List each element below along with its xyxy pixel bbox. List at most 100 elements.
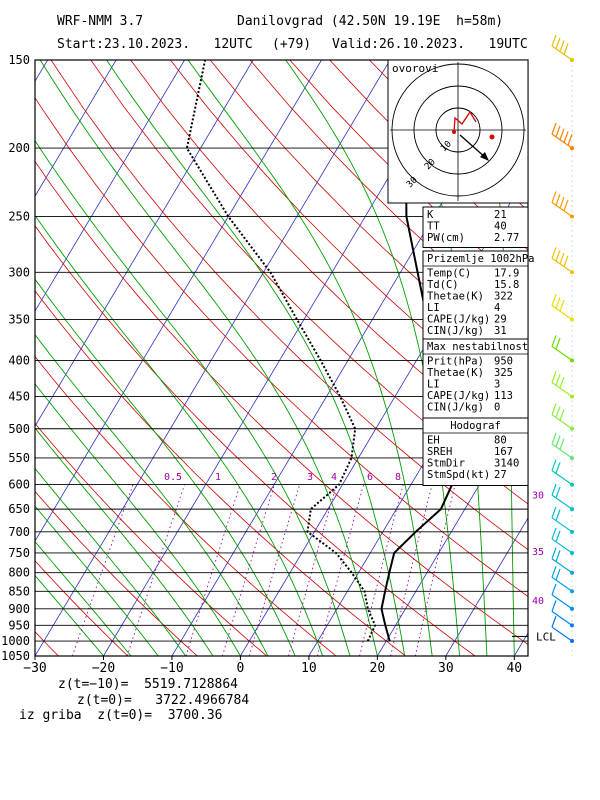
pressure-tick-label: 800 xyxy=(8,566,30,580)
wind-barb-feather xyxy=(551,615,557,628)
surface-panel-key: Td(C) xyxy=(427,279,459,291)
moist-adiabat-line xyxy=(35,278,296,656)
wind-barb-staff xyxy=(551,517,573,533)
wind-barb-feather xyxy=(551,191,557,203)
surface-panel-value: 322 xyxy=(494,291,513,303)
mixing-ratio-line xyxy=(414,484,456,656)
wind-barb-feather xyxy=(551,483,557,496)
start-time: Start:23.10.2023. 12UTC xyxy=(57,37,253,52)
dry-adiabat-line xyxy=(130,60,528,460)
wind-barb-feather xyxy=(551,247,557,259)
wind-barb-staff xyxy=(551,558,573,574)
temperature-tick-label: 0 xyxy=(237,661,245,676)
hodograph-trace xyxy=(453,110,477,133)
hodograph-start-dot xyxy=(452,130,456,134)
isotherm-line xyxy=(445,517,528,656)
lcl-label: LCL xyxy=(536,630,556,643)
wind-barb-staff xyxy=(551,305,573,321)
max-unstable-panel-key: CAPE(J/kg) xyxy=(427,390,490,402)
footer-z-zero: z(t=0)= 3722.4966784 xyxy=(77,693,250,708)
wind-barb-feather xyxy=(551,432,557,445)
mixing-ratio-label: 0.5 xyxy=(164,472,182,483)
wind-speed-label: 30 xyxy=(532,491,544,502)
wind-barb-feather xyxy=(555,486,561,499)
temperature-tick-label: 10 xyxy=(301,661,317,676)
wind-barb-feather xyxy=(567,134,573,146)
footer-z-minus10: z(t=−10)= 5519.7128864 xyxy=(58,677,239,692)
hodograf-panel-key: StmSpd(kt) xyxy=(427,469,490,481)
wind-barb-feather xyxy=(551,403,557,415)
wind-barb-feather xyxy=(559,299,565,312)
isotherm-line xyxy=(377,402,528,656)
isotherm-line xyxy=(35,60,322,542)
hodograf-panel-title: Hodograf xyxy=(450,420,501,432)
wind-barb-staff xyxy=(551,470,573,486)
wind-barb-feather xyxy=(555,530,561,542)
mixing-ratio-line xyxy=(359,484,404,656)
temperature-tick-label: 40 xyxy=(506,661,522,676)
isotherm-line xyxy=(35,60,254,427)
mixing-ratio-line xyxy=(126,484,186,656)
wind-barb-staff xyxy=(551,381,573,397)
pressure-tick-label: 550 xyxy=(8,451,30,465)
hodograf-panel-key: StmDir xyxy=(427,458,465,470)
indices-panel-key: TT xyxy=(427,221,440,233)
hodograf-panel-key: EH xyxy=(427,435,440,447)
pressure-tick-label: 1000 xyxy=(1,634,30,648)
wind-barb-feather xyxy=(555,374,561,386)
dewpoint-profile-line xyxy=(185,60,377,642)
temperature-tick-label: −10 xyxy=(160,661,183,676)
wind-barb-staff xyxy=(551,133,573,149)
hodograph-label: ovorovi xyxy=(392,62,438,75)
temperature-tick-label: 20 xyxy=(370,661,386,676)
pressure-tick-label: 850 xyxy=(8,584,30,598)
wind-barb-staff xyxy=(551,414,573,430)
wind-barb-feather xyxy=(559,128,565,140)
surface-panel-value: 15.8 xyxy=(494,279,519,291)
dry-adiabat-line xyxy=(170,60,528,417)
wind-barb-feather xyxy=(563,199,569,212)
temperature-tick-label: 30 xyxy=(438,661,454,676)
mixing-ratio-line xyxy=(288,484,337,656)
storm-motion-dot xyxy=(489,134,495,140)
hodograf-panel-key: SREH xyxy=(427,446,452,458)
mixing-ratio-line xyxy=(185,484,241,656)
wind-barb-feather xyxy=(551,506,557,519)
wind-barb-staff xyxy=(551,538,573,554)
surface-panel-title: Prizemlje 1002hPa xyxy=(427,253,534,265)
temperature-tick-label: −20 xyxy=(92,661,115,676)
wind-barb-feather xyxy=(551,122,557,135)
storm-motion-arrowhead xyxy=(480,152,489,161)
pressure-tick-label: 600 xyxy=(8,478,30,492)
pressure-tick-label: 300 xyxy=(8,265,30,279)
max-unstable-panel-key: Prit(hPa) xyxy=(427,356,484,368)
wind-barb-feather xyxy=(555,194,561,206)
moist-adiabat-line xyxy=(39,60,378,656)
isotherm-line xyxy=(583,60,600,656)
mixing-ratio-line xyxy=(316,484,365,656)
pressure-tick-label: 250 xyxy=(8,209,30,223)
wind-barb-feather xyxy=(559,376,565,389)
surface-panel-key: CIN(J/kg) xyxy=(427,325,484,337)
forecast-offset: (+79) xyxy=(272,37,312,52)
wind-barb-feather xyxy=(559,409,565,421)
wind-barb-feather xyxy=(551,527,557,540)
surface-panel-key: Thetae(K) xyxy=(427,291,484,303)
wind-barb-feather xyxy=(555,125,561,138)
location-title: Danilovgrad (42.50N 19.19E h=58m) xyxy=(237,14,504,29)
indices-panel-key: K xyxy=(427,209,434,221)
pressure-tick-label: 150 xyxy=(8,53,30,67)
wind-barb-feather xyxy=(563,131,569,143)
wind-barb-feather xyxy=(559,438,565,450)
max-unstable-panel-value: 3 xyxy=(494,379,500,391)
hodograf-panel-value: 167 xyxy=(494,446,513,458)
wind-speed-label: 35 xyxy=(532,547,544,558)
mixing-ratio-label: 4 xyxy=(331,472,337,483)
surface-panel-key: LI xyxy=(427,302,440,314)
pressure-tick-label: 350 xyxy=(8,313,30,327)
max-unstable-panel-key: CIN(J/kg) xyxy=(427,402,484,414)
model-title: WRF-NMM 3.7 xyxy=(57,14,144,29)
pressure-tick-label: 450 xyxy=(8,389,30,403)
moist-adiabat-line xyxy=(35,540,132,656)
mixing-ratio-label: 1 xyxy=(215,472,221,483)
